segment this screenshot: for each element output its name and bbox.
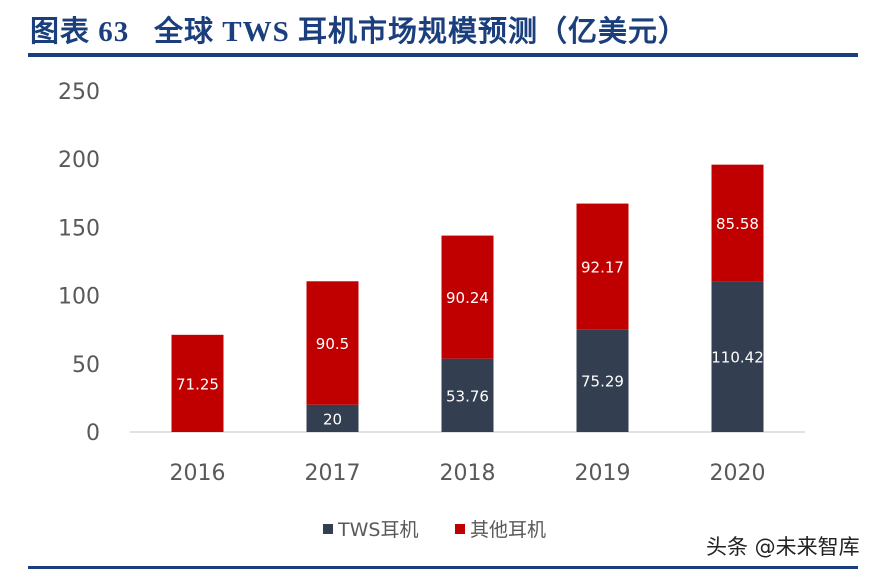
legend-swatch-1 — [455, 524, 465, 534]
x-tick-label: 2016 — [170, 461, 226, 486]
watermark: 头条 @未来智库 — [706, 535, 860, 559]
data-label: 71.25 — [176, 375, 219, 393]
y-tick-label: 100 — [58, 285, 100, 310]
data-label: 92.17 — [581, 258, 624, 276]
y-tick-label: 150 — [58, 216, 100, 241]
bottom-divider — [28, 566, 858, 569]
data-label: 110.42 — [711, 349, 764, 367]
data-label: 53.76 — [446, 387, 489, 405]
bar-other-2017 — [306, 281, 359, 405]
title-divider — [28, 53, 858, 57]
bar-tws-2020 — [711, 281, 764, 432]
y-tick-label: 50 — [72, 353, 100, 378]
legend-label: 其他耳机 — [470, 519, 546, 541]
bar-tws-2018 — [441, 358, 494, 432]
legend-label: TWS耳机 — [337, 519, 418, 541]
bar-tws-2017 — [306, 404, 359, 432]
bar-tws-2019 — [576, 329, 629, 432]
data-label: 90.5 — [316, 335, 349, 353]
y-tick-label: 200 — [58, 148, 100, 173]
bar-other-2020 — [711, 164, 764, 282]
data-label: 20 — [323, 410, 342, 428]
x-tick-label: 2019 — [575, 461, 631, 486]
bar-other-2018 — [441, 235, 494, 359]
figure-title: 图表 63 全球 TWS 耳机市场规模预测（亿美元） — [30, 16, 688, 48]
bar-other-2016 — [171, 334, 224, 432]
x-tick-label: 2017 — [305, 461, 361, 486]
x-tick-label: 2020 — [710, 461, 766, 486]
x-tick-label: 2018 — [440, 461, 496, 486]
y-tick-label: 250 — [58, 80, 100, 105]
y-tick-label: 0 — [86, 421, 100, 446]
data-label: 90.24 — [446, 289, 489, 307]
data-label: 75.29 — [581, 373, 624, 391]
data-label: 85.58 — [716, 215, 759, 233]
legend-swatch-0 — [323, 524, 333, 534]
bar-other-2019 — [576, 203, 629, 330]
